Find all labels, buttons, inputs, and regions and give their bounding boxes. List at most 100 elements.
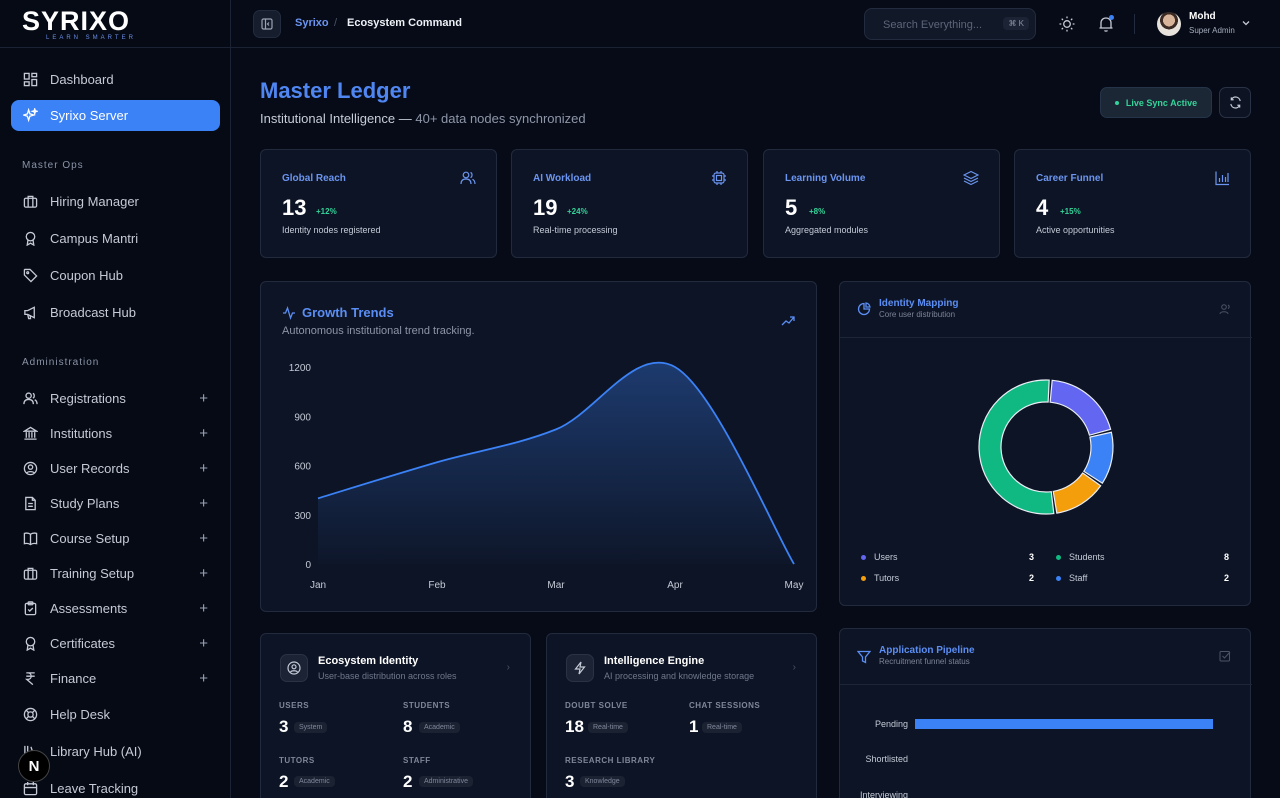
check-square-icon[interactable] bbox=[1219, 650, 1231, 662]
book-icon bbox=[23, 532, 38, 546]
legend-value: 8 bbox=[1224, 552, 1230, 562]
sidebar-item-registrations[interactable]: Registrations + bbox=[11, 383, 220, 414]
sidebar-item-campus-mantri[interactable]: Campus Mantri bbox=[11, 223, 220, 254]
stat-card-career-funnel[interactable]: Career Funnel 4 +15% Active opportunitie… bbox=[1014, 149, 1251, 258]
chart-title: Application Pipeline bbox=[879, 645, 975, 656]
growth-series-line[interactable] bbox=[317, 361, 795, 565]
metric-tag: Academic bbox=[294, 776, 335, 787]
donut-slice-students[interactable] bbox=[978, 379, 1055, 515]
metric-label: USERS bbox=[279, 701, 310, 710]
sidebar-item-coupon-hub[interactable]: Coupon Hub bbox=[11, 260, 220, 291]
expand-plus-icon[interactable]: + bbox=[199, 495, 208, 512]
expand-plus-icon[interactable]: + bbox=[199, 425, 208, 442]
y-tick-label: 1200 bbox=[289, 363, 312, 374]
chevron-right-icon[interactable]: › bbox=[792, 662, 796, 673]
breadcrumb-current: Ecosystem Command bbox=[347, 17, 462, 29]
sidebar-toggle-button[interactable] bbox=[253, 10, 281, 38]
section-label-master-ops: Master Ops bbox=[22, 160, 84, 171]
legend-item-staff: Staff bbox=[1056, 573, 1087, 583]
sidebar-item-course-setup[interactable]: Course Setup + bbox=[11, 523, 220, 554]
sidebar-item-syrixo-server[interactable]: Syrixo Server bbox=[11, 100, 220, 131]
chart-subtitle: Autonomous institutional trend tracking. bbox=[282, 325, 475, 337]
file-icon bbox=[25, 496, 36, 511]
sidebar-item-label: Syrixo Server bbox=[50, 108, 129, 123]
stat-title: Career Funnel bbox=[1036, 173, 1104, 184]
megaphone-icon bbox=[24, 306, 35, 320]
stat-card-ai-workload[interactable]: AI Workload 19 +24% Real-time processing bbox=[511, 149, 748, 258]
search-input[interactable]: Search Everything... ⌘ K bbox=[864, 8, 1036, 40]
live-sync-button[interactable]: Live Sync Active bbox=[1100, 87, 1212, 118]
sidebar-item-leave-tracking[interactable]: Leave Tracking bbox=[11, 773, 220, 798]
donut-slice-tutors[interactable] bbox=[1052, 472, 1102, 514]
expand-plus-icon[interactable]: + bbox=[199, 600, 208, 617]
sidebar-item-label: Course Setup bbox=[50, 531, 130, 546]
donut-slice-staff[interactable] bbox=[1083, 431, 1114, 485]
sparkle-icon bbox=[23, 108, 38, 123]
user-icon[interactable] bbox=[1219, 303, 1231, 315]
legend-item-tutors: Tutors bbox=[861, 573, 899, 583]
identity-mapping-card: Identity Mapping Core user distribution … bbox=[839, 281, 1252, 606]
sidebar-item-help-desk[interactable]: Help Desk bbox=[11, 699, 220, 730]
stat-card-global-reach[interactable]: Global Reach 13 +12% Identity nodes regi… bbox=[260, 149, 497, 258]
expand-plus-icon[interactable]: + bbox=[199, 460, 208, 477]
growth-trends-card: Growth Trends Autonomous institutional t… bbox=[260, 281, 817, 612]
chart-subtitle: Recruitment funnel status bbox=[879, 657, 970, 666]
trending-up-icon[interactable] bbox=[781, 315, 795, 327]
briefcase-icon bbox=[23, 567, 38, 580]
sun-icon[interactable] bbox=[1058, 15, 1076, 33]
card-divider bbox=[840, 684, 1252, 685]
card-subtitle: User-base distribution across roles bbox=[318, 671, 457, 681]
sidebar-item-label: Institutions bbox=[50, 426, 113, 441]
metric-label: RESEARCH LIBRARY bbox=[565, 756, 656, 765]
expand-plus-icon[interactable]: + bbox=[199, 670, 208, 687]
stat-description: Real-time processing bbox=[533, 225, 618, 235]
eco-icon-box bbox=[280, 654, 308, 682]
sidebar-item-dashboard[interactable]: Dashboard bbox=[11, 64, 220, 95]
user-name: Mohd bbox=[1189, 11, 1216, 22]
breadcrumb-root[interactable]: Syrixo bbox=[295, 17, 329, 29]
sidebar-item-label: Leave Tracking bbox=[50, 781, 139, 796]
metric-value: 18 bbox=[565, 717, 584, 736]
legend-label: Tutors bbox=[874, 573, 900, 583]
intelligence-engine-card[interactable]: Intelligence Engine AI processing and kn… bbox=[546, 633, 817, 798]
n-badge[interactable]: N bbox=[18, 750, 50, 782]
sidebar-item-institutions[interactable]: Institutions + bbox=[11, 418, 220, 449]
ecosystem-identity-card[interactable]: Ecosystem Identity User-base distributio… bbox=[260, 633, 531, 798]
legend-label: Staff bbox=[1069, 573, 1088, 583]
refresh-button[interactable] bbox=[1219, 87, 1251, 118]
expand-plus-icon[interactable]: + bbox=[199, 635, 208, 652]
sidebar-item-assessments[interactable]: Assessments + bbox=[11, 593, 220, 624]
sidebar-item-finance[interactable]: Finance + bbox=[11, 663, 220, 694]
metric-label: STUDENTS bbox=[403, 701, 451, 710]
sidebar-item-label: Registrations bbox=[50, 391, 126, 406]
sidebar-item-hiring-manager[interactable]: Hiring Manager bbox=[11, 186, 220, 217]
stat-title: Global Reach bbox=[282, 173, 346, 184]
expand-plus-icon[interactable]: + bbox=[199, 565, 208, 582]
sidebar-item-user-records[interactable]: User Records + bbox=[11, 453, 220, 484]
stat-description: Identity nodes registered bbox=[282, 225, 381, 235]
sidebar-item-certificates[interactable]: Certificates + bbox=[11, 628, 220, 659]
avatar[interactable] bbox=[1157, 12, 1181, 36]
chevron-right-icon[interactable]: › bbox=[506, 662, 510, 673]
expand-plus-icon[interactable]: + bbox=[199, 530, 208, 547]
sidebar-item-study-plans[interactable]: Study Plans + bbox=[11, 488, 220, 519]
user-circle-icon bbox=[287, 661, 301, 675]
donut-slice-users[interactable] bbox=[1049, 379, 1112, 436]
engine-icon-box bbox=[566, 654, 594, 682]
notification-dot bbox=[1109, 15, 1114, 20]
page-subtitle-rest: 40+ data nodes synchronized bbox=[415, 111, 586, 126]
sidebar-item-label: Training Setup bbox=[50, 566, 135, 581]
chevron-down-icon[interactable] bbox=[1241, 18, 1251, 28]
metric-label: TUTORS bbox=[279, 756, 315, 765]
growth-area-fill bbox=[318, 362, 794, 564]
sidebar-item-training-setup[interactable]: Training Setup + bbox=[11, 558, 220, 589]
sidebar-item-broadcast-hub[interactable]: Broadcast Hub bbox=[11, 297, 220, 328]
expand-plus-icon[interactable]: + bbox=[199, 390, 208, 407]
card-subtitle: AI processing and knowledge storage bbox=[604, 671, 755, 681]
header-divider bbox=[1134, 14, 1135, 34]
stat-delta: +15% bbox=[1060, 207, 1081, 216]
brand-logo[interactable]: SYRIXO LEARN SMARTER bbox=[0, 0, 230, 48]
lightning-icon bbox=[574, 661, 586, 675]
stat-card-learning-volume[interactable]: Learning Volume 5 +8% Aggregated modules bbox=[763, 149, 1000, 258]
bell-icon[interactable] bbox=[1097, 15, 1115, 33]
